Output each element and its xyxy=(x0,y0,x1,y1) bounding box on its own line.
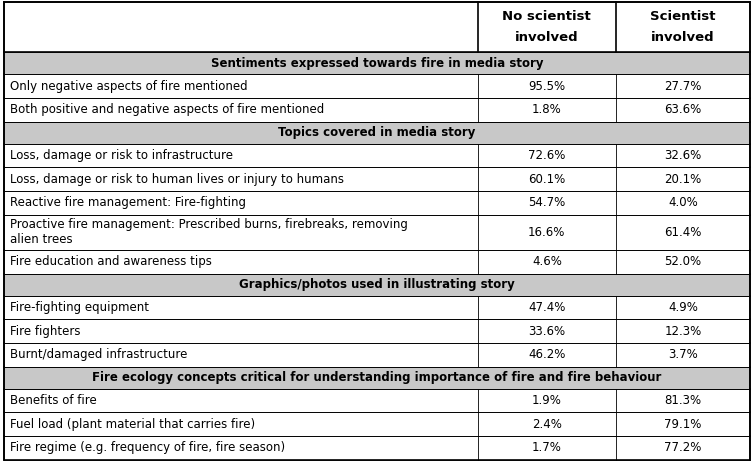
Text: 4.9%: 4.9% xyxy=(668,301,698,314)
Text: 3.7%: 3.7% xyxy=(668,348,698,361)
Text: 72.6%: 72.6% xyxy=(528,149,566,162)
Text: Topics covered in media story: Topics covered in media story xyxy=(278,126,476,139)
Text: Loss, damage or risk to human lives or injury to humans: Loss, damage or risk to human lives or i… xyxy=(10,173,344,186)
Text: 4.6%: 4.6% xyxy=(532,255,562,268)
Text: 63.6%: 63.6% xyxy=(664,103,702,116)
Text: 32.6%: 32.6% xyxy=(664,149,702,162)
Text: 1.9%: 1.9% xyxy=(532,394,562,407)
Text: 20.1%: 20.1% xyxy=(664,173,702,186)
Bar xyxy=(4,412,750,436)
Text: 46.2%: 46.2% xyxy=(528,348,566,361)
Bar xyxy=(4,296,750,319)
Bar xyxy=(4,2,750,52)
Text: Fire regime (e.g. frequency of fire, fire season): Fire regime (e.g. frequency of fire, fir… xyxy=(10,441,285,454)
Text: Loss, damage or risk to infrastructure: Loss, damage or risk to infrastructure xyxy=(10,149,233,162)
Text: 33.6%: 33.6% xyxy=(529,325,566,338)
Text: 79.1%: 79.1% xyxy=(664,418,702,431)
Text: 81.3%: 81.3% xyxy=(664,394,702,407)
Bar xyxy=(4,191,750,215)
Text: Scientist
involved: Scientist involved xyxy=(650,10,716,44)
Bar xyxy=(4,52,750,74)
Text: Burnt/damaged infrastructure: Burnt/damaged infrastructure xyxy=(10,348,187,361)
Bar xyxy=(4,367,750,389)
Text: 1.8%: 1.8% xyxy=(532,103,562,116)
Text: 61.4%: 61.4% xyxy=(664,226,702,239)
Text: Benefits of fire: Benefits of fire xyxy=(10,394,97,407)
Text: No scientist
involved: No scientist involved xyxy=(502,10,591,44)
Bar xyxy=(4,274,750,296)
Text: Both positive and negative aspects of fire mentioned: Both positive and negative aspects of fi… xyxy=(10,103,324,116)
Text: Fire fighters: Fire fighters xyxy=(10,325,81,338)
Text: 27.7%: 27.7% xyxy=(664,79,702,93)
Bar xyxy=(4,389,750,412)
Bar xyxy=(4,122,750,144)
Text: 77.2%: 77.2% xyxy=(664,441,702,454)
Bar xyxy=(4,436,750,460)
Text: Only negative aspects of fire mentioned: Only negative aspects of fire mentioned xyxy=(10,79,247,93)
Text: 2.4%: 2.4% xyxy=(532,418,562,431)
Text: 54.7%: 54.7% xyxy=(529,196,566,209)
Bar xyxy=(4,167,750,191)
Text: Fire-fighting equipment: Fire-fighting equipment xyxy=(10,301,149,314)
Bar xyxy=(4,144,750,167)
Text: 16.6%: 16.6% xyxy=(528,226,566,239)
Text: 95.5%: 95.5% xyxy=(529,79,566,93)
Text: Reactive fire management: Fire-fighting: Reactive fire management: Fire-fighting xyxy=(10,196,246,209)
Text: 60.1%: 60.1% xyxy=(529,173,566,186)
Bar xyxy=(4,98,750,122)
Text: Proactive fire management: Prescribed burns, firebreaks, removing
alien trees: Proactive fire management: Prescribed bu… xyxy=(10,219,408,246)
Text: 52.0%: 52.0% xyxy=(664,255,702,268)
Bar xyxy=(4,74,750,98)
Bar xyxy=(4,215,750,250)
Text: Fire ecology concepts critical for understanding importance of fire and fire beh: Fire ecology concepts critical for under… xyxy=(92,371,662,384)
Text: 12.3%: 12.3% xyxy=(664,325,702,338)
Bar xyxy=(4,250,750,274)
Text: Fuel load (plant material that carries fire): Fuel load (plant material that carries f… xyxy=(10,418,255,431)
Bar xyxy=(4,343,750,367)
Text: Sentiments expressed towards fire in media story: Sentiments expressed towards fire in med… xyxy=(211,57,543,70)
Text: 47.4%: 47.4% xyxy=(528,301,566,314)
Text: 4.0%: 4.0% xyxy=(668,196,698,209)
Text: 1.7%: 1.7% xyxy=(532,441,562,454)
Bar xyxy=(4,319,750,343)
Text: Graphics/photos used in illustrating story: Graphics/photos used in illustrating sto… xyxy=(239,278,515,291)
Text: Fire education and awareness tips: Fire education and awareness tips xyxy=(10,255,212,268)
